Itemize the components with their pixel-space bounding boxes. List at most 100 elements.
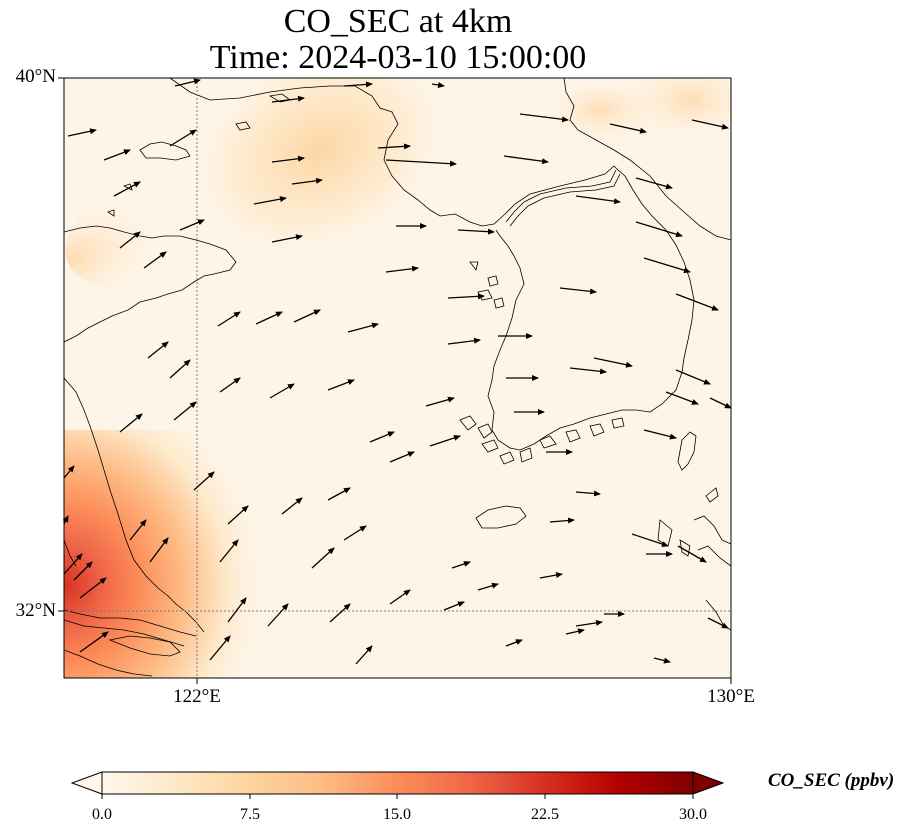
wind-arrow: [147, 341, 169, 359]
wind-arrow: [119, 231, 141, 249]
wind-arrow: [385, 265, 419, 273]
wind-arrow: [369, 431, 395, 443]
wind-arrow: [227, 597, 247, 623]
wind-arrow: [103, 149, 131, 161]
wind-arrow: [635, 221, 683, 238]
wind-arrow: [327, 487, 351, 501]
colorbar-tick-2: 15.0: [383, 806, 411, 823]
wind-arrow: [559, 287, 597, 295]
colorbar-tick-1: 7.5: [240, 806, 260, 823]
title-variable: CO_SEC at 4km: [283, 3, 513, 40]
wind-arrow: [429, 435, 461, 447]
wind-arrow: [62, 515, 69, 525]
lat-label-32n: 32°N: [15, 600, 56, 621]
wind-arrow: [149, 537, 169, 563]
colorbar-tick-3: 22.5: [531, 806, 559, 823]
wind-arrow: [431, 82, 445, 88]
wind-arrow: [653, 657, 671, 664]
wind-arrow: [79, 631, 109, 653]
colorbar-bar: [101, 771, 694, 795]
wind-arrow: [447, 293, 485, 300]
wind-arrow: [113, 181, 141, 197]
wind-arrow: [271, 155, 305, 163]
axis-ticks: [58, 77, 732, 684]
wind-arrow: [343, 525, 367, 541]
colorbar-extend-min: [70, 771, 103, 795]
wind-arrow: [709, 397, 732, 409]
wind-arrow: [129, 519, 147, 541]
wind-arrow: [575, 490, 601, 497]
wind-arrow: [675, 293, 719, 311]
wind-arrow: [451, 561, 471, 569]
colorbar-tick-0: 0.0: [92, 806, 112, 823]
wind-arrow: [269, 383, 295, 399]
colorbar-extend-max: [692, 771, 725, 795]
wind-arrow: [609, 123, 647, 134]
wind-arrow: [173, 401, 197, 421]
wind-arrow: [227, 505, 249, 525]
wind-arrow: [477, 582, 499, 591]
wind-arrow: [73, 561, 93, 581]
wind-arrow: [569, 367, 607, 375]
wind-arrow: [675, 369, 711, 385]
wind-arrow: [691, 119, 729, 130]
wind-arrow: [549, 517, 575, 524]
wind-arrow: [343, 81, 373, 88]
wind-arrow: [217, 311, 241, 327]
wind-arrow: [174, 78, 201, 87]
wind-arrow: [519, 113, 569, 123]
wind-arrow: [219, 377, 241, 393]
wind-arrow: [575, 619, 603, 627]
wind-arrow: [67, 128, 97, 137]
gridlines: [64, 78, 731, 678]
wind-arrow: [347, 322, 379, 333]
wind-arrow: [643, 429, 677, 440]
lat-label-40n: 40°N: [15, 66, 56, 87]
wind-arrow: [271, 234, 303, 243]
wind-arrow: [253, 196, 287, 205]
wind-arrow: [209, 635, 231, 661]
lon-label-122e: 122°E: [173, 686, 221, 707]
wind-arrow: [219, 539, 239, 563]
wind-arrow: [575, 195, 621, 205]
colorbar-label: CO_SEC (ppbv): [768, 770, 895, 791]
wind-arrow: [63, 553, 83, 575]
wind-arrow: [447, 337, 481, 345]
colorbar: [70, 771, 725, 799]
wind-vectors: [62, 78, 732, 665]
wind-arrow: [193, 471, 215, 491]
wind-arrow: [385, 159, 457, 167]
wind-arrow: [281, 497, 303, 515]
wind-arrow: [565, 628, 585, 635]
lon-label-130e: 130°E: [707, 686, 755, 707]
wind-arrow: [443, 601, 465, 611]
coastlines: [64, 78, 731, 677]
colorbar-tick-4: 30.0: [679, 806, 707, 823]
wind-arrow: [389, 451, 415, 463]
map-frame: [63, 77, 732, 679]
wind-arrow: [119, 413, 143, 433]
wind-arrow: [505, 639, 523, 647]
wind-arrow: [169, 359, 191, 379]
wind-arrow: [377, 143, 411, 150]
wind-arrow: [389, 589, 411, 605]
wind-arrow: [355, 645, 373, 665]
wind-arrow: [539, 572, 563, 579]
wind-arrow: [643, 257, 691, 274]
wind-arrow: [327, 379, 355, 391]
wind-arrow: [635, 177, 673, 190]
wind-arrow: [255, 311, 283, 325]
wind-arrow: [293, 309, 321, 323]
wind-arrow: [425, 396, 455, 407]
wind-arrow: [169, 129, 197, 147]
wind-arrow: [267, 603, 289, 627]
concentration-field: [64, 78, 731, 678]
wind-arrow: [291, 177, 323, 185]
wind-arrow: [677, 545, 707, 563]
wind-arrow: [707, 617, 729, 629]
wind-arrow: [329, 603, 351, 623]
wind-arrow: [593, 357, 633, 368]
wind-arrow: [665, 391, 699, 405]
wind-arrow: [63, 465, 75, 479]
